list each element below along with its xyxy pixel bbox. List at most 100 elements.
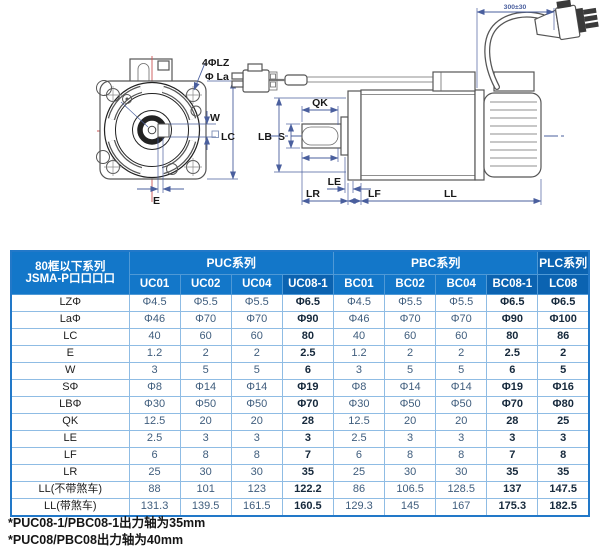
dimension-cell: 147.5 [537,481,590,499]
dimension-cell: 88 [128,481,181,499]
dimension-cell: 2.5 [128,430,181,448]
dimension-cell: 6 [281,362,334,380]
table-row: LL(带煞车) 131.3 139.5 161.5 160.5 129.3 145 167 17… [10,498,590,517]
dimension-cell: Φ30 [332,396,386,414]
dimension-cell: 2.5 [281,345,334,363]
row-label: LZΦ [10,294,130,312]
dimension-cell: 7 [486,447,539,465]
footnote-1: *PUC08-1/PBC08-1出力轴为35mm [8,516,206,530]
dimension-cell: Φ70 [179,311,232,329]
dimension-cell: 8 [230,447,283,465]
encoder-cable [231,63,433,93]
series-group-header: PUC系列 [128,250,334,275]
dimension-cell: Φ5.5 [384,294,437,312]
dimension-cell: Φ16 [537,379,590,397]
dimension-cell: 6 [128,447,181,465]
cooling-fins [490,101,537,167]
dimension-cell: Φ19 [281,379,334,397]
dimension-cell: 182.5 [537,498,590,517]
dimension-cell: 2 [537,345,590,363]
dimension-cell: Φ6.5 [281,294,334,312]
dimension-cell: Φ14 [179,379,232,397]
dimension-cell: 80 [281,328,334,346]
table-row: LaΦ Φ46 Φ70 Φ70 Φ90 Φ46 Φ70 Φ70 Φ90 Φ100 [10,311,590,329]
dimension-cell: 30 [435,464,488,482]
dimension-cell: Φ70 [281,396,334,414]
dim-label-qk: QK [312,97,328,109]
dim-label-ll: LL [444,188,457,200]
dimension-cell: 139.5 [179,498,232,517]
dimension-cell: Φ14 [230,379,283,397]
column-header: BC02 [384,274,437,295]
dimension-cell: 3 [435,430,488,448]
dim-label-4phi-lz: 4ΦLZ [202,57,230,69]
dimension-cell: Φ6.5 [537,294,590,312]
row-label: W [10,362,130,380]
dimension-cell: 131.3 [128,498,181,517]
dimension-cell: 5 [435,362,488,380]
dimension-cell: 8 [537,447,590,465]
dimension-cell: Φ14 [384,379,437,397]
dimension-cell: 5 [230,362,283,380]
table-corner-header: 80框以下系列 JSMA-P口口口口 [10,250,130,295]
dimension-cell: 6 [486,362,539,380]
table-row: LBΦ Φ30 Φ50 Φ50 Φ70 Φ30 Φ50 Φ50 Φ70 Φ80 [10,396,590,414]
dimension-cell: 20 [179,413,232,431]
column-header: UC08-1 [281,274,334,295]
dimension-cell: 160.5 [281,498,334,517]
dim-label-lc: LC [221,131,235,143]
dimension-cell: 7 [281,447,334,465]
row-label: LC [10,328,130,346]
front-view: 4ΦLZ Φ La W LC E [96,56,238,207]
dimension-cell: 2 [179,345,232,363]
dimension-cell: 3 [128,362,181,380]
dim-label-le: LE [328,176,341,188]
row-label: LBΦ [10,396,130,414]
dimension-cell: 30 [179,464,232,482]
dimension-cell: 2.5 [332,430,386,448]
column-header: BC08-1 [486,274,539,295]
dimension-cell: 106.5 [384,481,437,499]
table-row: LR 25 30 30 35 25 30 30 35 35 [10,464,590,482]
dimension-cell: Φ8 [332,379,386,397]
side-view: 300±30 QK S LB LE [231,0,599,205]
column-header: UC01 [128,274,181,295]
dimension-cell: 25 [128,464,181,482]
dimension-cell: 8 [384,447,437,465]
dim-label-phi-la: Φ La [205,71,229,83]
dimension-cell: 30 [230,464,283,482]
dimension-cell: 5 [537,362,590,380]
dimension-cell: 60 [179,328,232,346]
dimensions-table: 80框以下系列 JSMA-P口口口口 PUC系列 PBC系列 PLC系列 UC01 UC02… [10,250,590,517]
dimension-cell: 145 [384,498,437,517]
dimension-cell: 60 [435,328,488,346]
technical-drawing: 4ΦLZ Φ La W LC E [96,0,599,207]
table-row: LC 40 60 60 80 40 60 60 80 86 [10,328,590,346]
row-label: LL(不带煞车) [10,481,130,499]
dimension-cell: Φ50 [435,396,488,414]
dimension-cell: Φ90 [281,311,334,329]
dimension-cell: 35 [486,464,539,482]
dimension-cell: 2 [435,345,488,363]
dimension-cell: 28 [281,413,334,431]
front-connector [129,58,173,83]
aux-holes [96,80,202,175]
dimension-cell: Φ14 [435,379,488,397]
dimension-cell: 161.5 [230,498,283,517]
dimension-cell: Φ5.5 [435,294,488,312]
dimension-cell: 3 [384,430,437,448]
square-symbol [211,130,219,138]
column-header: BC04 [435,274,488,295]
table-row: LL(不带煞车) 88 101 123 122.2 86 106.5 128.5 137 147.… [10,481,590,499]
dimension-cell: 3 [332,362,386,380]
dimension-cell: 86 [332,481,386,499]
dimension-cell: 3 [179,430,232,448]
dimension-cell: 40 [332,328,386,346]
dimension-cell: 175.3 [486,498,539,517]
dimension-cell: 20 [384,413,437,431]
dimension-cell: 12.5 [332,413,386,431]
dimension-cell: Φ6.5 [486,294,539,312]
series-group-header: PLC系列 [537,250,590,275]
